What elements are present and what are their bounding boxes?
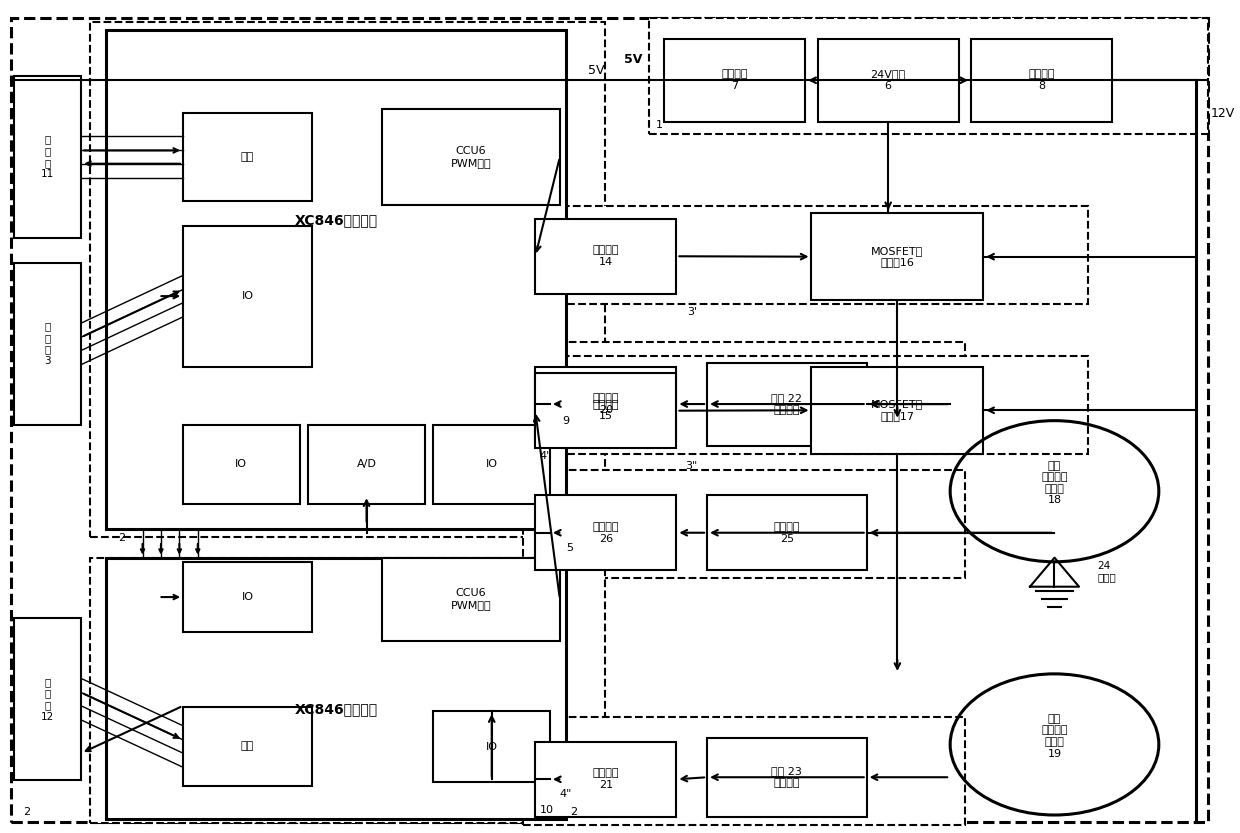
Text: MOSFET管
逆变杨16: MOSFET管 逆变杨16 [872, 246, 924, 267]
Text: 接
插
件
3: 接 插 件 3 [45, 322, 51, 367]
Text: XC846微处理器: XC846微处理器 [294, 702, 377, 716]
Text: 2: 2 [118, 533, 125, 543]
FancyBboxPatch shape [184, 226, 312, 367]
FancyBboxPatch shape [89, 22, 605, 537]
Text: 串口: 串口 [241, 741, 254, 751]
Text: 3": 3" [686, 461, 698, 471]
Text: 信号调理
20: 信号调理 20 [593, 393, 619, 415]
Text: 开关电源
7: 开关电源 7 [722, 69, 748, 91]
FancyBboxPatch shape [707, 362, 867, 446]
Text: 1: 1 [656, 120, 662, 130]
FancyBboxPatch shape [523, 207, 1087, 304]
Text: 5V: 5V [589, 64, 605, 77]
FancyBboxPatch shape [184, 707, 312, 786]
FancyBboxPatch shape [536, 373, 677, 448]
Text: 3': 3' [687, 307, 697, 317]
FancyBboxPatch shape [650, 18, 1208, 134]
Text: 直流
无刷电机
（主）
18: 直流 无刷电机 （主） 18 [1042, 461, 1068, 506]
FancyBboxPatch shape [382, 557, 559, 641]
FancyBboxPatch shape [523, 471, 965, 578]
FancyBboxPatch shape [309, 425, 425, 504]
Text: 电流采样
25: 电流采样 25 [774, 522, 800, 543]
FancyBboxPatch shape [971, 39, 1112, 122]
FancyBboxPatch shape [14, 618, 81, 781]
FancyBboxPatch shape [105, 31, 565, 529]
FancyBboxPatch shape [811, 367, 983, 454]
FancyBboxPatch shape [523, 342, 965, 450]
Text: IO: IO [236, 459, 247, 469]
FancyBboxPatch shape [536, 742, 677, 816]
FancyBboxPatch shape [817, 39, 959, 122]
Text: 信号调理
21: 信号调理 21 [593, 769, 619, 791]
Text: 开关电源
8: 开关电源 8 [1028, 69, 1055, 91]
Text: IO: IO [486, 741, 497, 751]
Text: IO: IO [486, 459, 497, 469]
Text: 24V电源
6: 24V电源 6 [870, 69, 905, 91]
Text: 接
插
件
12: 接 插 件 12 [41, 676, 55, 721]
Text: 霍尔 22
位置检测: 霍尔 22 位置检测 [771, 393, 802, 415]
FancyBboxPatch shape [536, 496, 677, 570]
Text: 5: 5 [567, 542, 573, 552]
Text: 12V: 12V [1210, 107, 1235, 120]
FancyBboxPatch shape [14, 263, 81, 425]
Text: 5V: 5V [624, 53, 642, 66]
FancyBboxPatch shape [434, 711, 551, 782]
Text: A/D: A/D [357, 459, 377, 469]
FancyBboxPatch shape [536, 219, 677, 293]
Text: 直流
无刷电机
（从）
19: 直流 无刷电机 （从） 19 [1042, 714, 1068, 759]
FancyBboxPatch shape [434, 425, 551, 504]
FancyBboxPatch shape [105, 557, 565, 819]
Text: 2: 2 [24, 807, 31, 817]
Text: CCU6
PWM信号: CCU6 PWM信号 [450, 147, 491, 168]
FancyBboxPatch shape [536, 367, 677, 441]
Text: 接
插
件
11: 接 插 件 11 [41, 135, 55, 179]
Text: 霍尔 23
位置检测: 霍尔 23 位置检测 [771, 766, 802, 788]
FancyBboxPatch shape [707, 496, 867, 570]
FancyBboxPatch shape [184, 113, 312, 201]
Text: MOSFET管
逆变杨17: MOSFET管 逆变杨17 [872, 400, 924, 421]
Text: 10: 10 [539, 805, 554, 815]
FancyBboxPatch shape [184, 425, 300, 504]
FancyBboxPatch shape [382, 109, 559, 205]
FancyBboxPatch shape [707, 738, 867, 816]
FancyBboxPatch shape [14, 76, 81, 238]
FancyBboxPatch shape [184, 561, 312, 632]
Text: 4': 4' [539, 451, 549, 461]
Text: 24
磁钢丝: 24 磁钢丝 [1097, 561, 1116, 582]
Text: 2: 2 [569, 806, 577, 816]
Text: XC846微处理器: XC846微处理器 [294, 212, 377, 227]
FancyBboxPatch shape [11, 18, 1208, 821]
FancyBboxPatch shape [811, 213, 983, 300]
FancyBboxPatch shape [523, 717, 965, 825]
FancyBboxPatch shape [523, 356, 1087, 454]
Text: 串口: 串口 [241, 152, 254, 162]
Text: CCU6
PWM信号: CCU6 PWM信号 [450, 588, 491, 610]
Text: IO: IO [242, 291, 253, 301]
Text: IO: IO [242, 592, 253, 602]
Text: 9: 9 [563, 416, 569, 426]
Text: 信号调理
26: 信号调理 26 [593, 522, 619, 543]
Text: 驱动芯片
15: 驱动芯片 15 [593, 400, 619, 421]
Text: 4": 4" [559, 789, 572, 799]
Text: 驱动芯片
14: 驱动芯片 14 [593, 246, 619, 267]
FancyBboxPatch shape [89, 557, 605, 823]
FancyBboxPatch shape [665, 39, 805, 122]
